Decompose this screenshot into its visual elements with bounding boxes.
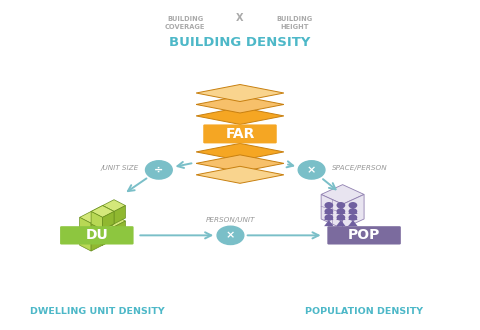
Polygon shape	[91, 217, 103, 236]
Polygon shape	[91, 233, 103, 251]
Circle shape	[349, 209, 357, 214]
Polygon shape	[336, 220, 346, 226]
Text: ×: ×	[226, 230, 235, 240]
Polygon shape	[348, 214, 358, 220]
Circle shape	[337, 215, 345, 220]
Text: FAR: FAR	[225, 127, 255, 141]
Circle shape	[337, 209, 345, 214]
Polygon shape	[321, 184, 364, 204]
Polygon shape	[103, 227, 114, 245]
Polygon shape	[196, 166, 284, 183]
Polygon shape	[91, 212, 103, 230]
Text: DWELLING UNIT DENSITY: DWELLING UNIT DENSITY	[30, 307, 164, 316]
Polygon shape	[103, 221, 114, 239]
Polygon shape	[91, 227, 103, 245]
Polygon shape	[336, 214, 346, 220]
Polygon shape	[91, 212, 103, 230]
Circle shape	[298, 161, 325, 179]
Circle shape	[349, 203, 357, 208]
Polygon shape	[80, 233, 91, 251]
Polygon shape	[103, 212, 114, 230]
Text: POPULATION DENSITY: POPULATION DENSITY	[305, 307, 423, 316]
Text: ×: ×	[307, 165, 316, 175]
Circle shape	[325, 215, 333, 220]
Circle shape	[349, 215, 357, 220]
Polygon shape	[324, 220, 334, 226]
Text: PERSON/UNIT: PERSON/UNIT	[206, 217, 255, 223]
Polygon shape	[80, 217, 91, 236]
Polygon shape	[80, 212, 103, 223]
Text: SPACE/PERSON: SPACE/PERSON	[332, 165, 387, 171]
Polygon shape	[91, 227, 103, 245]
Circle shape	[325, 209, 333, 214]
Polygon shape	[343, 194, 364, 229]
Text: BUILDING
HEIGHT: BUILDING HEIGHT	[277, 16, 313, 30]
Circle shape	[217, 226, 244, 245]
Polygon shape	[103, 200, 125, 212]
Polygon shape	[91, 206, 114, 217]
FancyBboxPatch shape	[327, 226, 401, 245]
Polygon shape	[114, 206, 125, 224]
Polygon shape	[321, 194, 343, 229]
Text: ÷: ÷	[154, 165, 164, 175]
Polygon shape	[103, 215, 125, 227]
Polygon shape	[103, 227, 114, 245]
Text: DU: DU	[85, 228, 108, 242]
Text: POP: POP	[348, 228, 380, 242]
Polygon shape	[196, 144, 284, 160]
Text: /UNIT SIZE: /UNIT SIZE	[101, 165, 139, 171]
Polygon shape	[324, 208, 334, 214]
Polygon shape	[91, 206, 114, 217]
Polygon shape	[80, 227, 103, 239]
Text: BUILDING DENSITY: BUILDING DENSITY	[169, 36, 311, 49]
Polygon shape	[324, 214, 334, 220]
FancyBboxPatch shape	[203, 124, 277, 144]
Polygon shape	[91, 221, 114, 233]
Polygon shape	[114, 221, 125, 239]
Polygon shape	[103, 212, 114, 230]
Polygon shape	[196, 107, 284, 124]
Polygon shape	[348, 208, 358, 214]
Circle shape	[145, 161, 172, 179]
FancyBboxPatch shape	[60, 226, 133, 245]
Text: X: X	[236, 13, 244, 23]
Polygon shape	[336, 208, 346, 214]
Text: BUILDING
COVERAGE: BUILDING COVERAGE	[165, 16, 205, 30]
Polygon shape	[103, 206, 114, 224]
Polygon shape	[348, 220, 358, 226]
Circle shape	[337, 203, 345, 208]
Polygon shape	[196, 84, 284, 102]
Circle shape	[325, 203, 333, 208]
Polygon shape	[91, 221, 114, 233]
Polygon shape	[196, 155, 284, 172]
Polygon shape	[196, 96, 284, 113]
